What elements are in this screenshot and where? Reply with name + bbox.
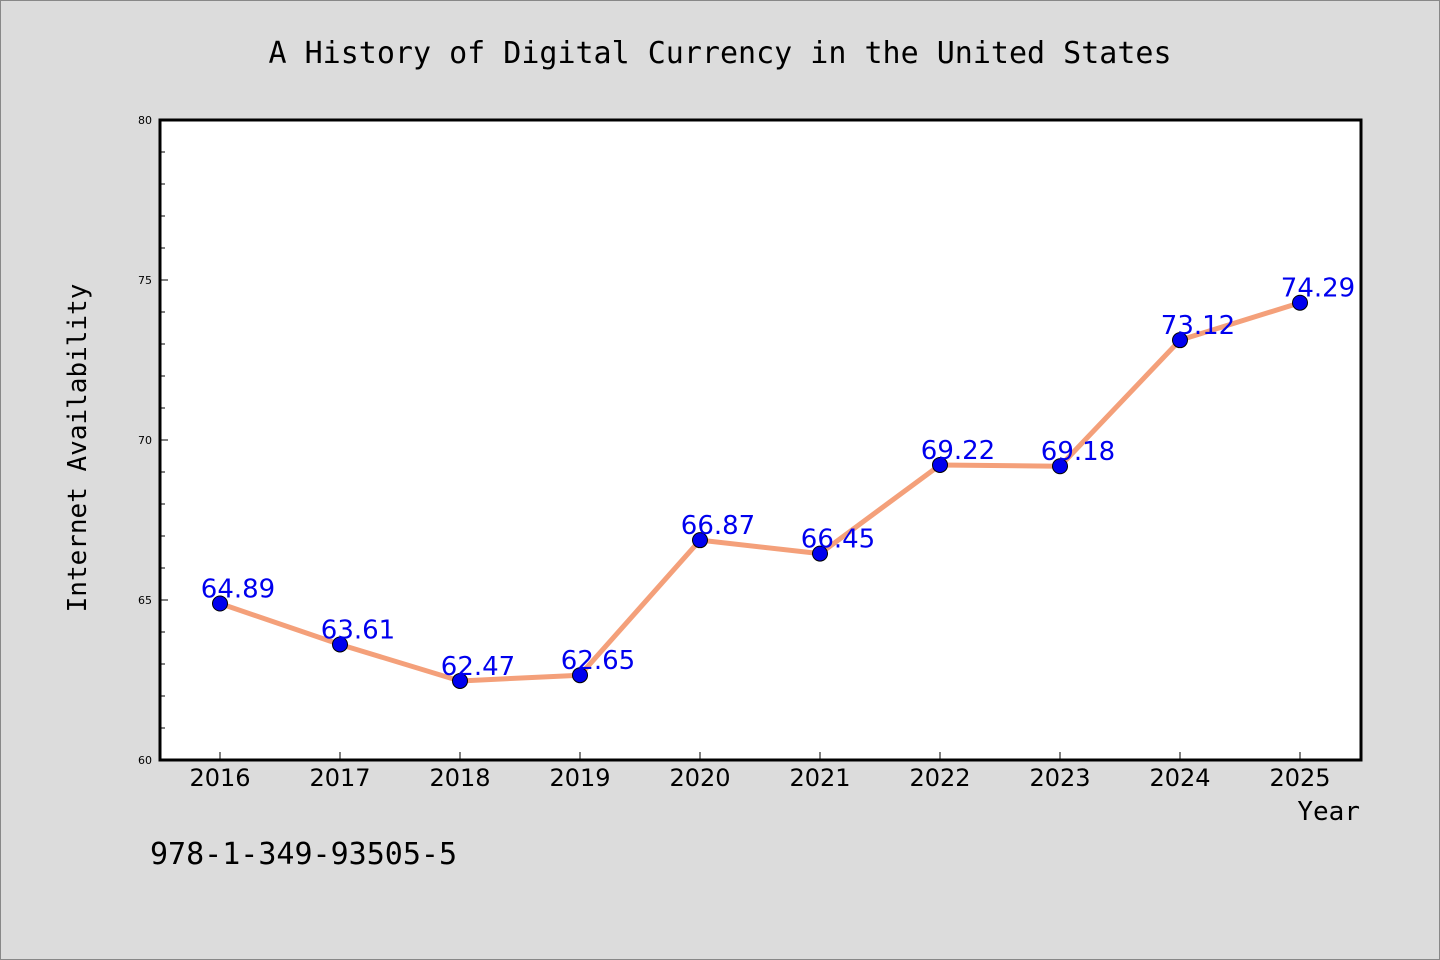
x-tick-label: 2020: [669, 764, 730, 792]
chart-title: A History of Digital Currency in the Uni…: [268, 36, 1171, 71]
data-label: 66.87: [681, 511, 755, 541]
x-tick-label: 2022: [909, 764, 970, 792]
data-point: [452, 672, 468, 689]
data-point: [812, 545, 828, 562]
data-labels: 64.89 63.61 62.47 62.65 66.87 66.45 69.22 69.18…: [201, 274, 1355, 682]
data-label: 66.45: [801, 525, 875, 555]
series-layer: [212, 294, 1308, 689]
x-tick-label: 2017: [309, 764, 370, 792]
y-axis-label: Internet Availability: [63, 284, 93, 613]
data-label: 69.22: [921, 436, 995, 466]
plot-area: [158, 118, 1363, 762]
data-point: [932, 456, 948, 473]
y-tick-label: 70: [138, 434, 152, 447]
data-point: [1292, 294, 1308, 311]
data-label: 69.18: [1041, 437, 1115, 467]
x-tick-label: 2018: [429, 764, 490, 792]
y-axis: 60 65 70 75 80: [138, 114, 168, 767]
x-tick-label: 2016: [189, 764, 250, 792]
x-axis: 2016 2017 2018 2019 2020 2021 2022 2023 2024 2025: [189, 752, 1331, 792]
data-point: [212, 595, 228, 612]
y-tick-label: 60: [138, 754, 152, 767]
x-tick-label: 2021: [789, 764, 850, 792]
x-tick-label: 2023: [1029, 764, 1090, 792]
y-tick-label: 75: [138, 274, 152, 287]
data-label: 73.12: [1161, 311, 1235, 341]
data-label: 63.61: [321, 615, 395, 645]
data-point: [332, 636, 348, 653]
x-tick-label: 2025: [1269, 764, 1330, 792]
x-axis-label: Year: [1297, 797, 1360, 827]
data-label: 64.89: [201, 575, 275, 605]
isbn-text: 978-1-349-93505-5: [150, 837, 457, 872]
y-tick-label: 80: [138, 114, 152, 127]
data-label: 74.29: [1281, 274, 1355, 304]
x-tick-label: 2019: [549, 764, 610, 792]
data-point: [692, 532, 708, 549]
data-point: [1172, 332, 1188, 349]
y-tick-label: 65: [138, 594, 152, 607]
data-point: [572, 667, 588, 684]
data-label: 62.65: [561, 646, 635, 676]
data-label: 62.47: [441, 652, 515, 682]
data-point: [1052, 458, 1068, 475]
x-tick-label: 2024: [1149, 764, 1210, 792]
series-line: [217, 300, 1303, 684]
